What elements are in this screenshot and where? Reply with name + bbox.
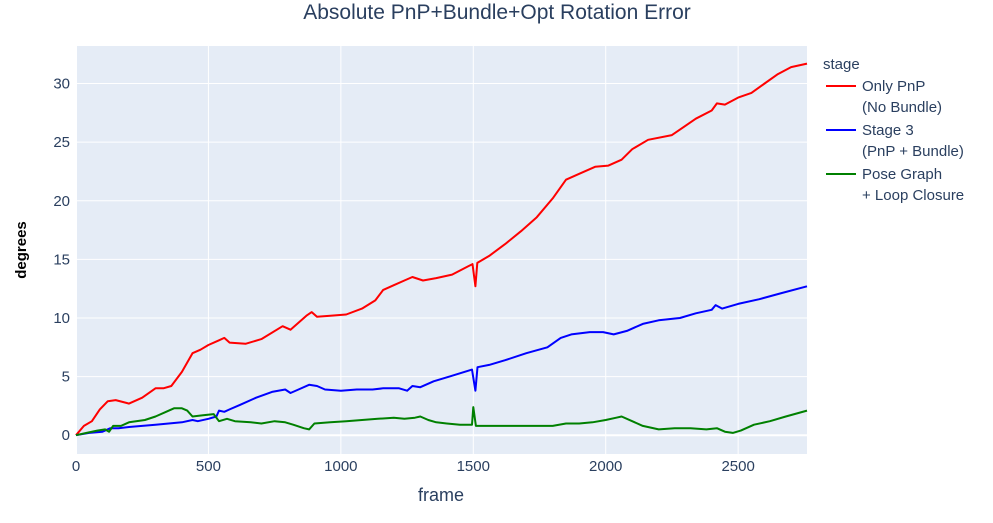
y-tick-label: 10 — [53, 310, 70, 327]
y-tick-label: 15 — [53, 251, 70, 268]
series-line-2 — [75, 406, 808, 437]
plot-background — [76, 46, 807, 454]
legend-title: stage — [823, 56, 860, 73]
x-axis-label: frame — [418, 485, 464, 505]
legend-label: (No Bundle) — [862, 99, 942, 116]
series-line-0 — [75, 62, 808, 436]
x-tick-label: 2500 — [721, 458, 754, 475]
chart-title: Absolute PnP+Bundle+Opt Rotation Error — [303, 1, 691, 24]
y-tick-label: 5 — [62, 369, 70, 386]
legend-label: + Loop Closure — [862, 187, 964, 204]
y-tick-label: 0 — [62, 427, 70, 444]
series-line-1 — [75, 285, 808, 437]
x-tick-label: 0 — [72, 458, 80, 475]
series-lines — [75, 62, 808, 437]
x-axis-ticks: 0 500 1000 1500 2000 2500 — [72, 458, 755, 475]
legend-label: Only PnP — [862, 78, 925, 95]
grid — [75, 46, 807, 454]
y-tick-label: 30 — [53, 76, 70, 93]
legend[interactable]: stage Only PnP (No Bundle) Stage 3 (PnP + B… — [823, 56, 964, 204]
x-tick-label: 1500 — [457, 458, 490, 475]
legend-label: Pose Graph — [862, 166, 942, 183]
legend-label: (PnP + Bundle) — [862, 143, 964, 160]
legend-label: Stage 3 — [862, 122, 914, 139]
x-tick-label: 1000 — [324, 458, 357, 475]
legend-item-0[interactable]: Only PnP (No Bundle) — [826, 78, 942, 116]
y-axis-ticks: 0 5 10 15 20 25 30 — [53, 76, 70, 445]
legend-item-1[interactable]: Stage 3 (PnP + Bundle) — [826, 122, 964, 160]
y-tick-label: 20 — [53, 193, 70, 210]
y-axis-label: degrees — [13, 221, 30, 279]
legend-item-2[interactable]: Pose Graph + Loop Closure — [826, 166, 964, 204]
x-tick-label: 500 — [196, 458, 221, 475]
y-tick-label: 25 — [53, 134, 70, 151]
x-tick-label: 2000 — [589, 458, 622, 475]
